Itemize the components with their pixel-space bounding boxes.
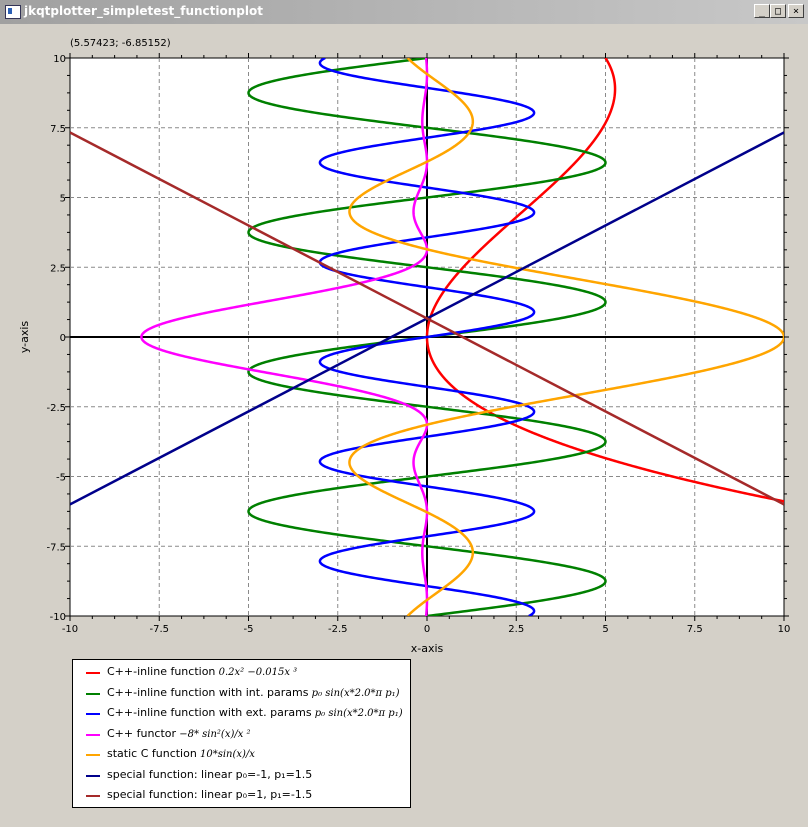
y-axis-label: y-axis <box>18 321 31 354</box>
legend-swatch <box>86 733 100 736</box>
legend-label: C++-inline function with int. params p₀ … <box>107 686 400 699</box>
x-tick-label: -2.5 <box>328 624 348 635</box>
y-tick-label: 5 <box>60 194 66 205</box>
y-tick-label: -5 <box>56 473 66 484</box>
legend-item: special function: linear p₀=1, p₁=-1.5 <box>73 787 410 805</box>
legend-item: C++-inline function with ext. params p₀ … <box>73 705 410 723</box>
x-tick-label: 10 <box>778 624 791 635</box>
legend-formula: p₀ sin(x*2.0*π p₁) <box>308 687 400 699</box>
legend-swatch <box>86 713 100 715</box>
x-tick-label: 5 <box>602 624 608 635</box>
legend-swatch <box>86 672 100 674</box>
legend-swatch <box>86 692 100 695</box>
title-bar[interactable]: jkqtplotter_simpletest_functionplot _ □ … <box>0 0 808 24</box>
legend-text: special function: linear p₀=-1, p₁=1.5 <box>107 767 313 781</box>
y-tick-label: 2.5 <box>50 263 66 274</box>
legend-item: C++-inline function with int. params p₀ … <box>73 685 410 703</box>
legend-label: C++-inline function 0.2x² −0.015x ³ <box>107 665 297 678</box>
legend-item: C++-inline function 0.2x² −0.015x ³ <box>73 664 410 682</box>
legend-text: C++-inline function <box>107 665 216 678</box>
legend-swatch <box>86 774 100 777</box>
maximize-button[interactable]: □ <box>770 4 786 18</box>
legend-item: static C function 10*sin(x)/x <box>73 746 410 764</box>
tick-labels: -10-10 -7.5 -7.5 -5 -5 -2.5 -2.5 0 0 2.5 2.5 5 5 7.5 7… <box>46 53 790 635</box>
x-tick-label: -7.5 <box>149 624 169 635</box>
minimize-button[interactable]: _ <box>754 4 770 18</box>
legend-formula: 10*sin(x)/x <box>196 749 255 760</box>
x-tick-label: 7.5 <box>687 624 703 635</box>
legend-label: special function: linear p₀=1, p₁=-1.5 <box>107 788 312 801</box>
y-tick-label: -10 <box>50 612 66 623</box>
legend-item: special function: linear p₀=-1, p₁=1.5 <box>73 767 410 785</box>
x-axis-label: x-axis <box>411 642 444 655</box>
legend-text: static C function <box>107 747 197 760</box>
legend-formula: 0.2x² −0.015x ³ <box>215 667 298 678</box>
legend-label: C++ functor −8* sin²(x)/x ² <box>107 727 251 740</box>
curves <box>70 58 784 616</box>
x-tick-label: -10 <box>62 624 78 635</box>
series-line-4 <box>140 58 429 616</box>
legend: C++-inline function 0.2x² −0.015x ³ C++-i… <box>72 659 411 808</box>
legend-text: C++ functor <box>107 726 177 740</box>
legend-swatch <box>86 754 100 756</box>
y-tick-label: 10 <box>53 54 66 65</box>
mouse-coordinates-readout: (5.57423; -6.85152) <box>70 38 171 49</box>
series-line-7 <box>70 131 784 506</box>
legend-formula: p₀ sin(x*2.0*π p₁) <box>311 708 403 719</box>
legend-label: C++-inline function with ext. params p₀ … <box>107 706 403 719</box>
y-tick-label: -7.5 <box>46 542 66 553</box>
legend-text: special function: linear p₀=1, p₁=-1.5 <box>107 788 313 801</box>
x-tick-label: 2.5 <box>508 624 524 635</box>
window-title: jkqtplotter_simpletest_functionplot <box>24 4 263 18</box>
close-button[interactable]: × <box>788 4 804 18</box>
legend-swatch <box>86 795 100 797</box>
series-line-3 <box>318 58 536 616</box>
y-tick-label: -2.5 <box>46 403 66 414</box>
legend-label: special function: linear p₀=-1, p₁=1.5 <box>107 768 312 781</box>
legend-formula: −8* sin²(x)/x ² <box>176 728 251 740</box>
series-line-5 <box>348 58 784 616</box>
x-tick-label: 0 <box>424 624 430 635</box>
x-tick-label: -5 <box>244 624 254 635</box>
app-icon <box>5 5 21 19</box>
legend-text: C++-inline function with ext. params <box>107 706 312 719</box>
legend-text: C++-inline function with int. params <box>107 685 309 699</box>
y-tick-label: 0 <box>60 333 66 344</box>
y-tick-label: 7.5 <box>50 124 66 135</box>
legend-item: C++ functor −8* sin²(x)/x ² <box>73 726 410 744</box>
legend-label: static C function 10*sin(x)/x <box>107 747 255 760</box>
